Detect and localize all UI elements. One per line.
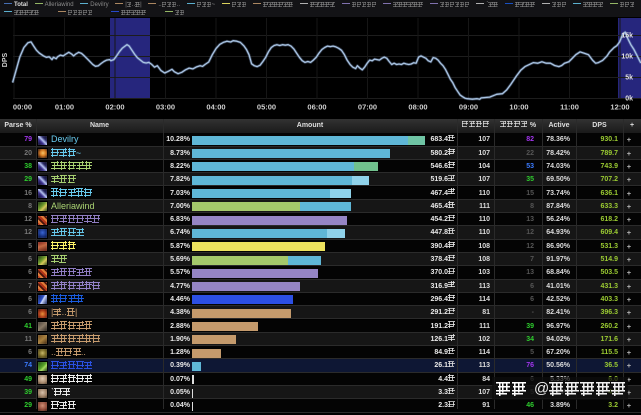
svg-text:15k: 15k [621,33,633,40]
svg-text:05:00: 05:00 [257,103,276,112]
svg-text:12:00: 12:00 [610,103,629,112]
svg-text:0k: 0k [625,96,633,103]
svg-text:02:00: 02:00 [105,103,124,112]
svg-text:09:00: 09:00 [459,103,478,112]
svg-text:10k: 10k [621,54,633,61]
svg-text:5k: 5k [625,75,633,82]
svg-text:08:00: 08:00 [408,103,427,112]
svg-text:03:00: 03:00 [156,103,175,112]
svg-text:11:00: 11:00 [560,103,579,112]
svg-text:10:00: 10:00 [509,103,528,112]
svg-text:06:00: 06:00 [307,103,326,112]
svg-text:00:00: 00:00 [13,103,32,112]
svg-text:DPS: DPS [2,52,9,67]
svg-text:04:00: 04:00 [206,103,225,112]
svg-text:07:00: 07:00 [358,103,377,112]
svg-text:01:00: 01:00 [55,103,74,112]
